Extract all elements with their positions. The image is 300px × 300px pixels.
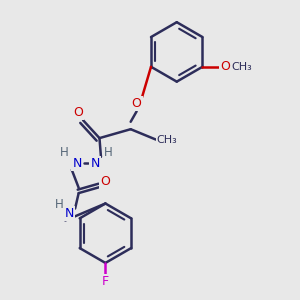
Text: H: H <box>59 146 68 159</box>
Text: N: N <box>65 207 74 220</box>
Text: N: N <box>73 157 82 170</box>
Text: O: O <box>73 106 83 119</box>
Text: O: O <box>132 98 142 110</box>
Text: H: H <box>104 146 113 159</box>
Text: O: O <box>100 175 110 188</box>
Text: N: N <box>90 157 100 170</box>
Text: H: H <box>55 199 64 212</box>
Text: O: O <box>220 60 230 73</box>
Text: F: F <box>102 275 109 288</box>
Text: CH₃: CH₃ <box>157 135 178 145</box>
Text: CH₃: CH₃ <box>232 62 252 72</box>
